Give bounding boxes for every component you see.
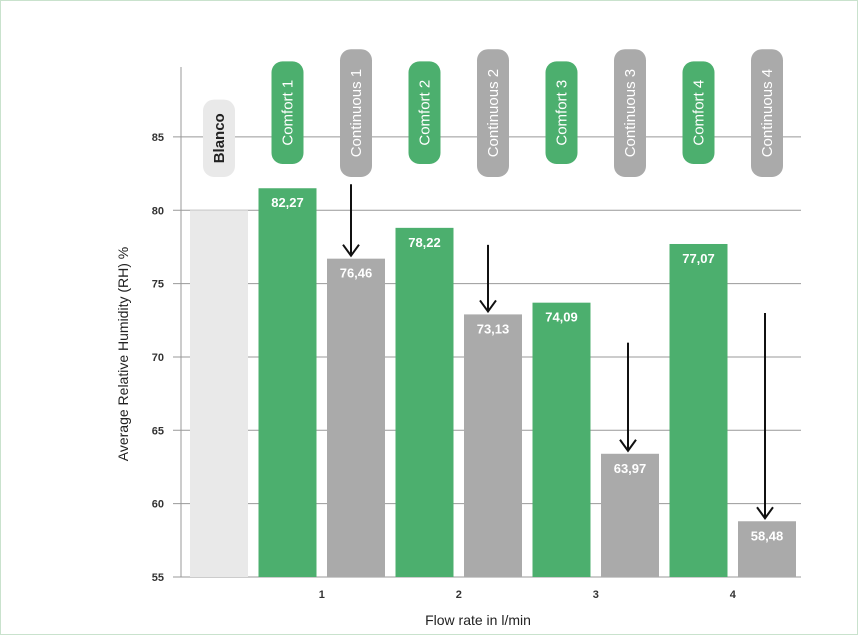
y-axis-title: Average Relative Humidity (RH) % (115, 247, 131, 461)
category-pill (340, 49, 372, 178)
category-pill (614, 49, 646, 178)
data-label: 76,46 (340, 266, 373, 281)
category-pill (545, 61, 578, 164)
category-pill (751, 49, 783, 178)
bar-continuous-4 (738, 521, 796, 577)
category-pill (203, 99, 235, 177)
category-pill (682, 61, 715, 164)
data-label: 58,48 (751, 528, 784, 543)
x-tick-label: 2 (456, 589, 462, 601)
data-label: 73,13 (477, 321, 510, 336)
category-pill (408, 61, 441, 164)
arrow-head (756, 506, 774, 520)
bar-continuous-1 (327, 258, 385, 577)
category-label: Continuous 2 (485, 69, 502, 157)
category-label: Comfort 3 (554, 80, 571, 146)
bar-continuous-3 (601, 453, 659, 577)
category-label: Comfort 2 (417, 80, 434, 146)
y-tick-label: 60 (152, 499, 164, 511)
arrow-head (619, 439, 637, 453)
category-pill (477, 49, 509, 178)
category-label: Continuous 3 (622, 69, 639, 157)
y-tick-label: 80 (152, 205, 164, 217)
bars: 82,27 76,46 78,22 73,13 74,09 63,97 77,07 58,48 (190, 188, 796, 577)
x-tick-label: 4 (730, 589, 737, 601)
y-tick-label: 70 (152, 352, 164, 364)
bar-comfort-3 (532, 302, 591, 577)
category-label: Continuous 1 (348, 69, 365, 157)
data-label: 74,09 (545, 310, 578, 325)
y-tick-label: 85 (152, 132, 164, 144)
category-label: Blanco (211, 113, 228, 163)
tick-labels: 55 60 65 70 75 80 85 1 2 3 4 (152, 132, 737, 601)
arrow-head (479, 299, 497, 314)
data-label: 82,27 (271, 195, 304, 210)
data-label: 77,07 (682, 251, 715, 266)
y-tick-label: 55 (152, 572, 164, 584)
arrow-head (342, 244, 360, 258)
category-label: Comfort 4 (691, 80, 708, 146)
category-labels: Blanco Comfort 1 Continuous 1 Comfort 2 Cont… (203, 49, 783, 178)
y-tick-label: 75 (152, 279, 164, 291)
category-label: Comfort 1 (280, 80, 297, 146)
x-tick-label: 3 (593, 589, 599, 601)
data-label: 63,97 (614, 461, 647, 476)
arrows (342, 184, 774, 520)
bar-comfort-1 (258, 188, 317, 577)
bar-blanco (190, 210, 248, 577)
data-label: 78,22 (408, 235, 441, 250)
y-tick-label: 65 (152, 425, 164, 437)
category-label: Continuous 4 (759, 69, 776, 157)
category-pill (271, 61, 304, 164)
bar-comfort-2 (395, 227, 454, 577)
x-tick-label: 1 (319, 589, 325, 601)
bar-continuous-2 (464, 314, 522, 577)
x-axis-title: Flow rate in l/min (425, 612, 531, 628)
bar-comfort-4 (669, 243, 728, 577)
